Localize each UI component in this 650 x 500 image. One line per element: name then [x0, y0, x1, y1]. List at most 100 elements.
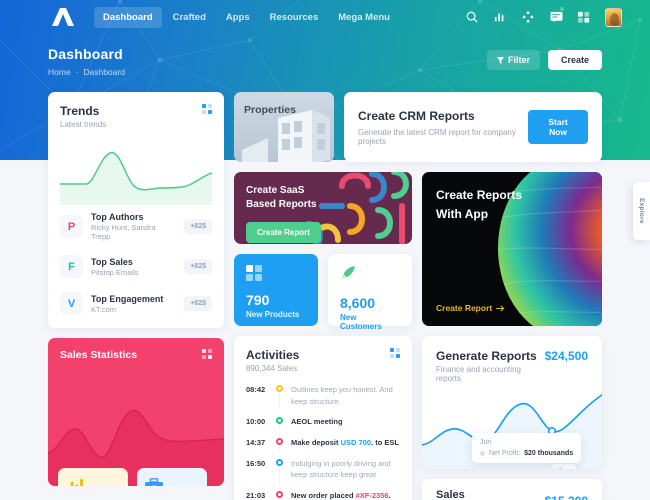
- activities-menu-icon[interactable]: [390, 348, 400, 358]
- saas-title: Create SaaS Based Reports: [246, 184, 400, 211]
- sales-footer-text: Sales Oct 8 - Oct 26 21: [436, 489, 493, 500]
- apps-shuffle-icon[interactable]: [521, 10, 535, 24]
- sales-footer-title: Sales: [436, 489, 465, 500]
- chart-axis-label: Jun: [550, 464, 576, 470]
- left-column: Trends Latest trends P Top Authors Ricky…: [48, 92, 224, 500]
- breadcrumb-separator: -: [75, 67, 79, 77]
- filter-button[interactable]: Filter: [486, 50, 540, 70]
- logo-icon[interactable]: [50, 4, 76, 30]
- new-products-label: New Products: [246, 310, 300, 319]
- timeline-item[interactable]: 16:50 Indulging in poorly driving and ke…: [246, 458, 400, 490]
- timeline-amount-link[interactable]: USD 700: [340, 437, 372, 447]
- sales-footer-amount: $15,300: [545, 494, 588, 500]
- crm-subtitle: Generate the latest CRM report for compa…: [358, 127, 516, 146]
- header-actions: Filter Create: [486, 46, 602, 70]
- nav-link-mega-menu[interactable]: Mega Menu: [338, 11, 390, 23]
- list-item[interactable]: V Top Engagement KT.com +82$: [60, 285, 212, 322]
- crm-reports-card: Create CRM Reports Generate the latest C…: [344, 92, 602, 162]
- notification-dot: [560, 7, 564, 11]
- breadcrumb-dashboard: Dashboard: [83, 67, 125, 77]
- content-area: Trends Latest trends P Top Authors Ricky…: [0, 92, 650, 500]
- properties-card[interactable]: Properties: [234, 92, 334, 162]
- new-products-value: 790: [246, 292, 270, 308]
- timeline-marker: [276, 416, 285, 430]
- properties-label: Properties: [244, 104, 296, 116]
- filter-button-label: Filter: [507, 55, 530, 65]
- generate-reports-card: Generate Reports Finance and accounting …: [422, 336, 602, 470]
- tooltip-label: Net Profit:: [489, 450, 521, 458]
- planet-illustration: [498, 172, 602, 326]
- timeline-item[interactable]: 21:03 New order placed #XF-2356.: [246, 490, 400, 500]
- trends-menu-icon[interactable]: [202, 104, 212, 114]
- new-customers-card[interactable]: 8,600 New Customers: [328, 254, 412, 331]
- create-report-button[interactable]: Create Report: [246, 222, 321, 243]
- grid-icon[interactable]: [577, 10, 591, 24]
- explore-tab[interactable]: Explore: [633, 182, 650, 240]
- timeline-time: 08:42: [246, 385, 266, 394]
- timeline-item[interactable]: 08:42 Outlines keep you honest. And keep…: [246, 384, 400, 416]
- new-projects-card[interactable]: New Projects: [137, 468, 207, 486]
- timeline-text-tail: . to ESL: [371, 437, 399, 447]
- timeline-text-main: New order placed: [291, 490, 356, 500]
- activities-title: Activities: [246, 348, 300, 362]
- nav-link-resources[interactable]: Resources: [269, 11, 319, 23]
- reports-column: Generate Reports Finance and accounting …: [422, 336, 602, 500]
- create-report-link[interactable]: Create Report: [436, 303, 505, 313]
- list-item-title: Top Authors: [91, 212, 144, 222]
- activities-subtitle: 890,344 Sales: [246, 364, 298, 373]
- briefcase-icon: [145, 478, 163, 486]
- timeline-text-tail: .: [388, 490, 391, 500]
- top-row: Properties Create CRM Reports Generate t…: [234, 92, 602, 162]
- vimeo-icon: V: [60, 292, 83, 315]
- navbar-actions: [465, 7, 636, 27]
- generate-reports-title: Generate Reports: [436, 349, 537, 363]
- list-item-subtitle: Pitstop Emails: [91, 267, 139, 277]
- timeline-order-link[interactable]: #XF-2356: [355, 490, 389, 500]
- user-avatar[interactable]: [605, 7, 622, 27]
- reports-with-app-card: Create Reports With App Create Report: [422, 172, 602, 326]
- tooltip-bullet-icon: [480, 451, 485, 457]
- timeline-dot: [276, 490, 283, 498]
- page-header-text: Dashboard Home - Dashboard: [48, 46, 125, 77]
- sales-footer-card: Sales Oct 8 - Oct 26 21 $15,300: [422, 479, 602, 500]
- funnel-icon: [496, 56, 504, 64]
- timeline-text: Make deposit USD 700. to ESL: [291, 437, 399, 449]
- chart-icon[interactable]: [493, 10, 507, 24]
- sales-statistics-menu-icon[interactable]: [202, 349, 212, 359]
- nav-link-crafted[interactable]: Crafted: [172, 11, 206, 23]
- rocket-icon: [341, 266, 355, 280]
- weekly-sales-card[interactable]: Weekly Sales: [58, 468, 128, 486]
- arrow-right-icon: [496, 305, 505, 311]
- mid-left-column: Create SaaS Based Reports Create Report …: [234, 172, 412, 331]
- right-column: Properties Create CRM Reports Generate t…: [234, 92, 602, 500]
- explore-tab-label: Explore: [638, 198, 645, 224]
- generate-reports-subtitle: Finance and accounting reports: [436, 365, 521, 383]
- new-products-card[interactable]: 790 New Products: [234, 254, 318, 326]
- list-item[interactable]: F Top Sales Pitstop Emails +82$: [60, 248, 212, 285]
- timeline-item[interactable]: 10:00 AEOL meeting: [246, 416, 400, 437]
- search-icon[interactable]: [465, 10, 479, 24]
- start-now-button[interactable]: Start Now: [528, 110, 588, 144]
- timeline-line: [279, 465, 280, 483]
- timeline-line: [279, 392, 280, 410]
- reports-app-title-line2: With App: [436, 207, 489, 222]
- list-item-badge: +82$: [184, 259, 212, 274]
- navbar: Dashboard Crafted Apps Resources Mega Me…: [0, 0, 650, 34]
- create-button[interactable]: Create: [547, 50, 602, 70]
- page-title: Dashboard: [48, 46, 123, 62]
- generate-reports-amount: $24,500: [544, 349, 588, 363]
- breadcrumb-home[interactable]: Home: [48, 67, 71, 77]
- list-item[interactable]: P Top Authors Ricky Hunt, Sandra Trepp +…: [60, 205, 212, 248]
- timeline-item[interactable]: 14:37 Make deposit USD 700. to ESL: [246, 437, 400, 458]
- trends-subtitle: Latest trends: [60, 120, 107, 129]
- timeline-marker: [276, 458, 285, 483]
- generate-reports-header-text: Generate Reports Finance and accounting …: [436, 349, 545, 383]
- nav-link-apps[interactable]: Apps: [225, 11, 250, 23]
- chat-icon[interactable]: [549, 7, 564, 24]
- crm-title: Create CRM Reports: [358, 108, 475, 123]
- trends-card: Trends Latest trends P Top Authors Ricky…: [48, 92, 224, 328]
- trends-title: Trends: [60, 104, 100, 118]
- list-item-text: Top Authors Ricky Hunt, Sandra Trepp: [91, 212, 176, 241]
- list-item-text: Top Sales Pitstop Emails: [91, 257, 139, 277]
- nav-link-dashboard[interactable]: Dashboard: [94, 6, 162, 28]
